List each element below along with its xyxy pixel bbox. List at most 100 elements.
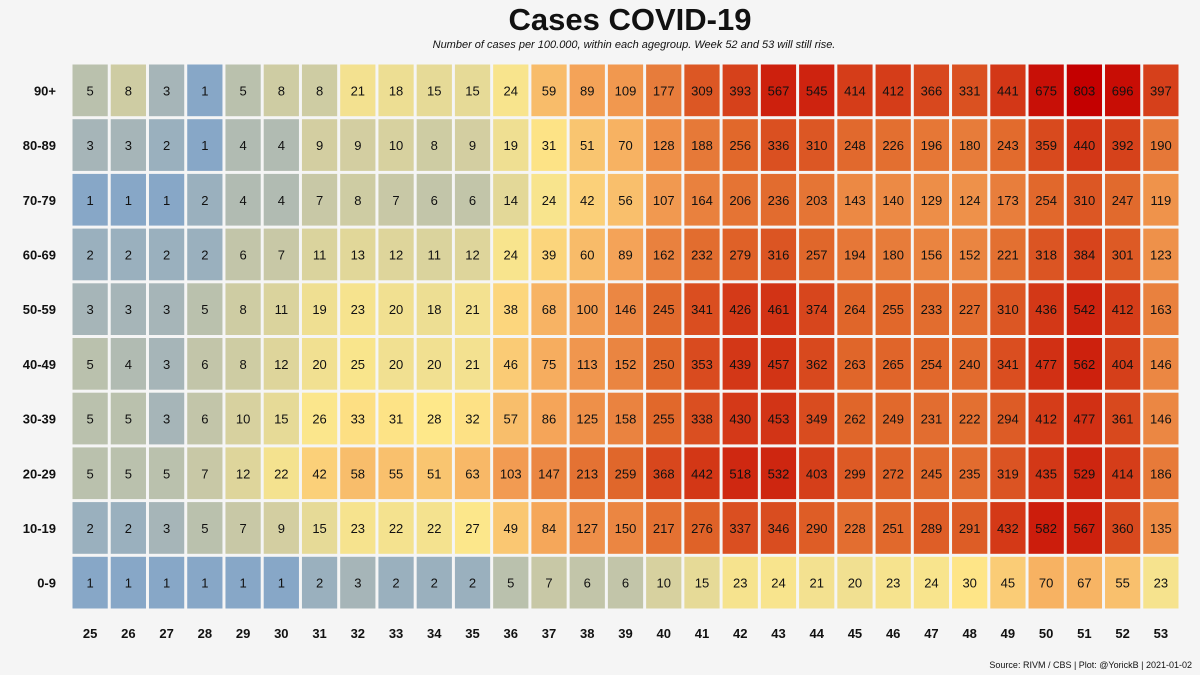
heatmap-cell — [1105, 338, 1141, 390]
heatmap-cell — [722, 338, 758, 390]
cell-value-label: 15 — [427, 83, 441, 98]
heatmap-cell — [1143, 119, 1179, 171]
heatmap-cell — [990, 556, 1026, 609]
cell-value-label: 23 — [1154, 576, 1168, 591]
heatmap-cell — [72, 173, 108, 226]
heatmap-cell — [607, 64, 644, 117]
cell-value-label: 8 — [239, 302, 246, 317]
cell-value-label: 397 — [1150, 83, 1172, 98]
heatmap-cell — [837, 173, 873, 226]
chart-title: Cases COVID-19 — [508, 2, 752, 37]
heatmap-cell — [760, 447, 797, 500]
heatmap-cell — [531, 283, 567, 335]
heatmap-cell — [607, 392, 644, 445]
heatmap-cell — [684, 228, 720, 281]
x-tick-label: 43 — [771, 626, 785, 641]
cell-value-label: 393 — [729, 83, 751, 98]
heatmap-cell — [301, 338, 338, 390]
heatmap-cell — [913, 173, 950, 226]
cell-value-label: 206 — [729, 193, 751, 208]
heatmap-cell — [493, 502, 529, 554]
heatmap-cell — [263, 447, 299, 500]
cell-value-label: 9 — [316, 138, 323, 153]
heatmap-cell — [875, 502, 911, 554]
heatmap-cell — [416, 283, 452, 335]
cell-value-label: 21 — [465, 302, 479, 317]
x-tick-label: 35 — [465, 626, 479, 641]
heatmap-cell — [722, 228, 758, 281]
cell-value-label: 203 — [806, 193, 828, 208]
heatmap-cell — [72, 502, 108, 554]
heatmap-cell — [799, 64, 835, 117]
heatmap-cell — [301, 64, 338, 117]
cell-value-label: 12 — [236, 466, 250, 481]
heatmap-cell — [1028, 228, 1064, 281]
cell-value-label: 4 — [239, 193, 246, 208]
heatmap-cell — [378, 119, 414, 171]
cell-value-label: 338 — [691, 412, 713, 427]
heatmap-cell — [760, 502, 797, 554]
cell-value-label: 2 — [431, 576, 438, 591]
heatmap-cell — [837, 502, 873, 554]
cell-value-label: 7 — [201, 466, 208, 481]
heatmap-cell — [225, 228, 261, 281]
x-tick-label: 28 — [198, 626, 212, 641]
cell-value-label: 180 — [882, 247, 904, 262]
heatmap-cell — [1066, 283, 1103, 335]
heatmap-cell — [722, 283, 758, 335]
cell-value-label: 89 — [580, 83, 594, 98]
heatmap-cell — [646, 173, 682, 226]
heatmap-cell — [416, 392, 452, 445]
heatmap-cell — [1066, 502, 1103, 554]
heatmap-cell — [416, 502, 452, 554]
heatmap-cell — [1143, 392, 1179, 445]
heatmap-cell — [1066, 556, 1103, 609]
heatmap-cell — [684, 392, 720, 445]
cell-value-label: 10 — [236, 412, 250, 427]
cell-value-label: 20 — [848, 576, 862, 591]
cell-value-label: 31 — [542, 138, 556, 153]
cell-value-label: 146 — [615, 302, 637, 317]
cell-value-label: 232 — [691, 247, 713, 262]
cell-value-label: 231 — [921, 412, 943, 427]
cell-value-label: 263 — [844, 357, 866, 372]
heatmap-cell — [799, 173, 835, 226]
heatmap-cell — [187, 447, 223, 500]
cell-value-label: 235 — [959, 466, 981, 481]
heatmap-cell — [722, 556, 758, 609]
heatmap-cell — [1028, 502, 1064, 554]
heatmap-cell — [1028, 392, 1064, 445]
cell-value-label: 20 — [312, 357, 326, 372]
heatmap-cell — [110, 119, 146, 171]
cell-value-label: 430 — [729, 412, 751, 427]
heatmap-cell — [684, 556, 720, 609]
cell-value-label: 24 — [504, 247, 518, 262]
cell-value-label: 6 — [239, 247, 246, 262]
heatmap-cell — [952, 447, 988, 500]
cell-value-label: 440 — [1074, 138, 1096, 153]
heatmap-cell — [913, 283, 950, 335]
heatmap-cell — [760, 556, 797, 609]
cell-value-label: 5 — [87, 412, 94, 427]
cell-value-label: 21 — [465, 357, 479, 372]
cell-value-label: 290 — [806, 521, 828, 536]
heatmap-cell — [722, 502, 758, 554]
heatmap-cell — [875, 338, 911, 390]
cell-value-label: 3 — [87, 302, 94, 317]
heatmap-cell — [225, 502, 261, 554]
heatmap-cell — [187, 173, 223, 226]
heatmap-cell — [110, 502, 146, 554]
cell-value-label: 374 — [806, 302, 828, 317]
cell-value-label: 227 — [959, 302, 981, 317]
heatmap-cell — [340, 119, 376, 171]
cell-value-label: 310 — [997, 302, 1019, 317]
cell-value-label: 222 — [959, 412, 981, 427]
cell-value-label: 186 — [1150, 466, 1172, 481]
cell-value-label: 123 — [1150, 247, 1172, 262]
cell-value-label: 113 — [577, 357, 598, 372]
cell-value-label: 20 — [389, 357, 403, 372]
cell-value-label: 255 — [882, 302, 904, 317]
heatmap-cell — [837, 228, 873, 281]
heatmap-cell — [148, 119, 185, 171]
